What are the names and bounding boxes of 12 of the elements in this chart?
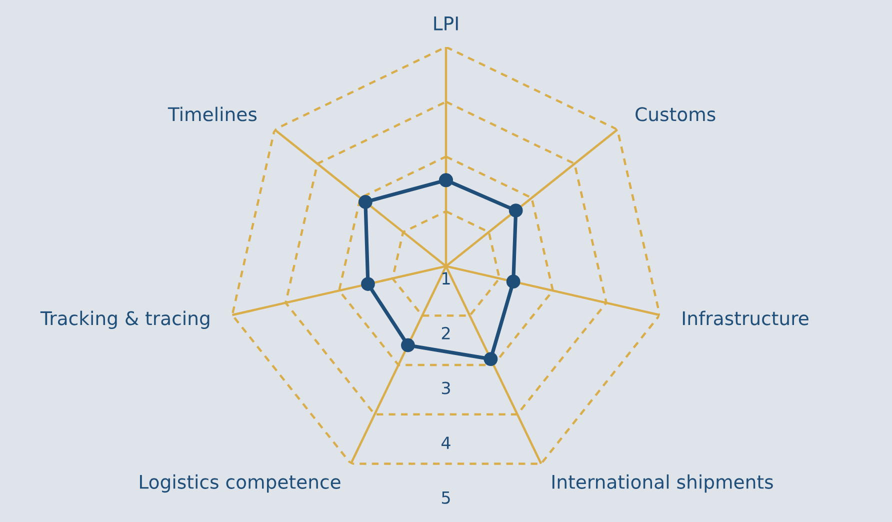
spoke-label: International shipments	[552, 474, 773, 493]
spoke-label: Customs	[636, 107, 716, 122]
spoke-label: Timelines	[168, 106, 257, 122]
y-tick-label: 1	[442, 272, 450, 284]
y-tick-label: 2	[442, 326, 450, 340]
spoke-label: Infrastructure	[682, 310, 808, 326]
y-tick-label: 3	[442, 382, 450, 394]
spoke-label: Logistics competence	[140, 474, 340, 493]
y-tick-label: 5	[442, 492, 450, 504]
spoke-label: Tracking & tracing	[40, 310, 210, 329]
spoke-label: LPI	[434, 16, 458, 30]
y-tick-label: 4	[442, 436, 450, 449]
